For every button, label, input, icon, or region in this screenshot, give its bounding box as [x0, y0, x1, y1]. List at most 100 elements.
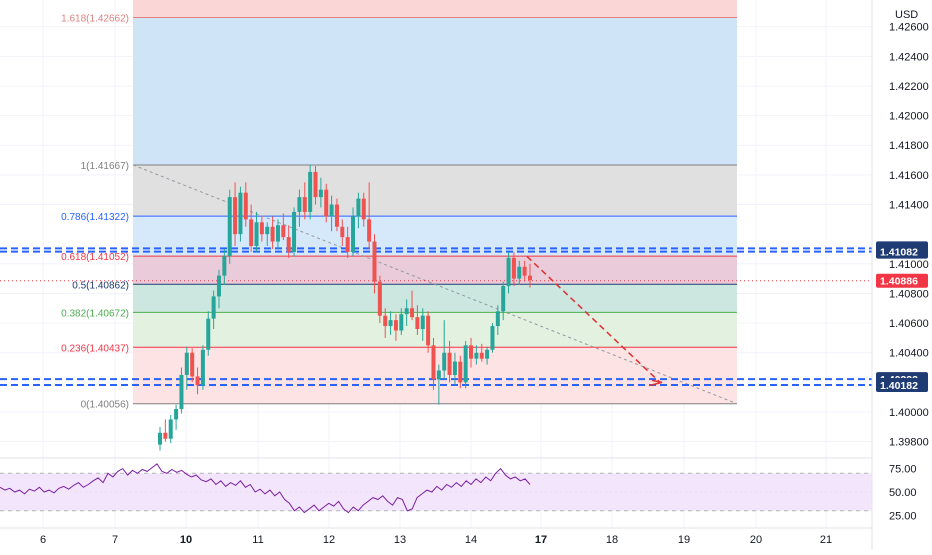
candle	[308, 164, 313, 220]
candle	[195, 367, 200, 395]
fib-level-label: 0.236(1.40437)	[61, 343, 129, 354]
candle-body	[324, 189, 329, 217]
candle-body	[168, 419, 173, 439]
candle-body	[270, 226, 275, 242]
candle-body	[254, 222, 259, 247]
currency-label[interactable]: USD	[895, 9, 918, 21]
candle	[243, 182, 248, 227]
candle-body	[179, 374, 184, 410]
rsi-pane: 75.00 50.00 25.00	[0, 457, 917, 522]
price-tick-label: 1.41000	[889, 259, 929, 271]
candle-body	[469, 345, 474, 359]
time-tick-label: 14	[465, 534, 477, 546]
candle-body	[399, 314, 404, 331]
time-tick-label: 13	[394, 534, 406, 546]
projection-line[interactable]	[526, 255, 661, 383]
candle-body	[281, 225, 286, 238]
price-tick-label: 1.40600	[889, 318, 929, 330]
candle-body	[501, 286, 506, 312]
candle	[297, 189, 302, 227]
candle	[377, 275, 382, 324]
price-tick-label: 1.41400	[889, 200, 929, 212]
candle	[490, 323, 495, 353]
price-tick-label: 1.42000	[889, 111, 929, 123]
candle	[168, 414, 173, 444]
candle-body	[265, 226, 270, 235]
candle-body	[436, 370, 441, 380]
candle-body	[463, 345, 468, 383]
fib-level-label: 1.618(1.42662)	[61, 13, 129, 24]
candle	[211, 290, 216, 330]
fib-level-label: 1(1.41667)	[81, 161, 129, 172]
candle	[367, 182, 372, 249]
candle-body	[158, 432, 162, 445]
candle-body	[447, 352, 452, 375]
candle-body	[216, 275, 221, 297]
candle-body	[211, 296, 216, 319]
candle	[485, 346, 490, 365]
candle	[458, 355, 463, 389]
candle-body	[275, 225, 280, 242]
candle	[275, 219, 280, 249]
candle	[270, 216, 275, 249]
candle-body	[351, 216, 356, 252]
candle-body	[517, 266, 522, 279]
candle-body	[388, 320, 393, 327]
price-tag[interactable]: 1.40182	[876, 378, 928, 393]
price-tag[interactable]: 1.40886	[876, 273, 928, 288]
time-tick-label: 11	[252, 534, 263, 546]
time-tick-label: 21	[820, 534, 832, 546]
candle	[426, 311, 431, 353]
candle-body	[383, 315, 388, 327]
candle-body	[420, 315, 425, 330]
candle	[324, 183, 329, 223]
price-tag-background	[876, 378, 928, 393]
rsi-tick-label: 50.00	[889, 487, 917, 499]
candle	[227, 189, 232, 264]
candle	[233, 182, 238, 247]
candle-body	[340, 226, 345, 238]
candle	[249, 204, 254, 252]
candle-body	[163, 432, 168, 439]
price-tick-label: 1.41800	[889, 140, 929, 152]
candle	[190, 348, 195, 383]
candle-body	[195, 376, 200, 386]
candle	[372, 234, 377, 294]
price-tag[interactable]: 1.41082	[876, 244, 928, 259]
fib-zone	[133, 164, 737, 217]
candle-body	[393, 320, 398, 331]
candle-body	[329, 204, 334, 217]
candle	[292, 207, 297, 257]
fibonacci-retracement[interactable]: 1.618(1.42662) 1(1.41667) 0.786(1.41322) 0.…	[61, 0, 737, 411]
price-tag-label: 1.40886	[880, 276, 918, 288]
price-tick-label: 1.42600	[889, 22, 929, 34]
candle-body	[206, 318, 211, 350]
candle	[388, 311, 393, 335]
fib-zone	[133, 17, 737, 165]
candle	[447, 340, 452, 383]
candle-body	[190, 352, 195, 377]
candle-body	[200, 349, 205, 386]
candle-body	[184, 352, 189, 375]
price-tag-background	[876, 273, 928, 288]
candle	[442, 320, 447, 380]
projection-arrow-icon	[649, 379, 663, 387]
candle-body	[415, 317, 420, 330]
rsi-tick-label: 25.00	[889, 510, 917, 522]
candle-body	[522, 266, 527, 276]
time-tick-label: 20	[750, 534, 762, 546]
fib-level-label: 0(1.40056)	[81, 400, 129, 411]
candle	[265, 222, 270, 247]
candle-body	[485, 349, 490, 359]
candle-body	[227, 197, 232, 257]
candle	[517, 260, 522, 285]
candle-body	[313, 171, 318, 198]
candle	[415, 305, 420, 335]
candle	[163, 419, 168, 442]
candle-body	[495, 311, 500, 327]
candle	[404, 299, 409, 327]
candle	[501, 281, 506, 321]
